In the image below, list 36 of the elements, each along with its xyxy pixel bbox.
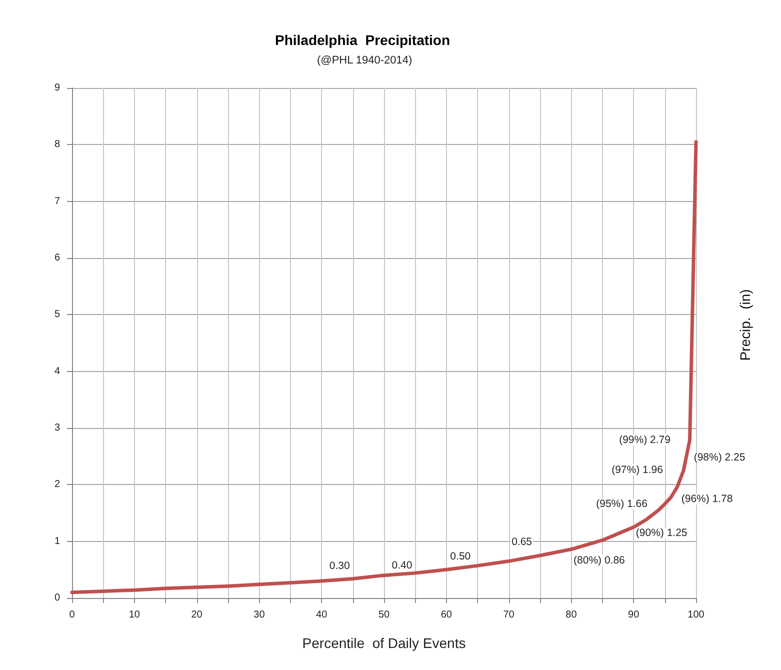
annotation: (99%) 2.79 [619, 434, 671, 446]
annotation: (90%) 1.25 [636, 527, 688, 540]
chart-subtitle: (@PHL 1940-2014) [317, 54, 412, 66]
x-tick-label: 10 [128, 610, 140, 620]
annotation: (80%) 0.86 [574, 554, 626, 566]
y-tick-label: 6 [54, 252, 60, 264]
y-tick-label: 7 [54, 196, 60, 207]
y-tick-label: 5 [54, 309, 60, 320]
y-tick-label: 9 [54, 82, 60, 94]
x-tick-label: 40 [316, 610, 328, 620]
x-tick-label: 50 [378, 610, 390, 620]
chart-title: Philadelphia Precipitation [275, 32, 450, 48]
y-tick-label: 4 [54, 366, 60, 377]
y-axis-title: Precip. (in) [737, 289, 753, 361]
x-axis-title: Percentile of Daily Events [302, 635, 466, 651]
annotation: (98%) 2.25 [694, 452, 746, 464]
x-tick-label: 70 [503, 610, 515, 620]
annotation: (95%) 1.66 [596, 498, 648, 510]
x-tick-label: 30 [254, 610, 266, 620]
y-tick-label: 0 [54, 592, 60, 604]
x-tick-label: 90 [628, 610, 640, 620]
y-tick-label: 8 [54, 139, 60, 150]
x-tick-label: 60 [440, 610, 452, 620]
y-tick-label: 1 [54, 536, 60, 547]
annotation: (96%) 1.78 [681, 493, 733, 506]
annotation: 0.65 [512, 536, 532, 548]
annotation: 0.40 [392, 559, 412, 572]
y-tick-label: 2 [54, 479, 60, 490]
x-tick-label: 20 [191, 610, 203, 620]
x-tick-label: 80 [566, 610, 578, 620]
annotation: 0.30 [329, 560, 350, 572]
annotation: (97%) 1.96 [612, 464, 664, 476]
annotation: 0.50 [450, 550, 471, 563]
x-tick-label: 0 [69, 610, 76, 620]
y-tick-label: 3 [54, 422, 60, 434]
x-tick-label: 100 [688, 610, 705, 620]
